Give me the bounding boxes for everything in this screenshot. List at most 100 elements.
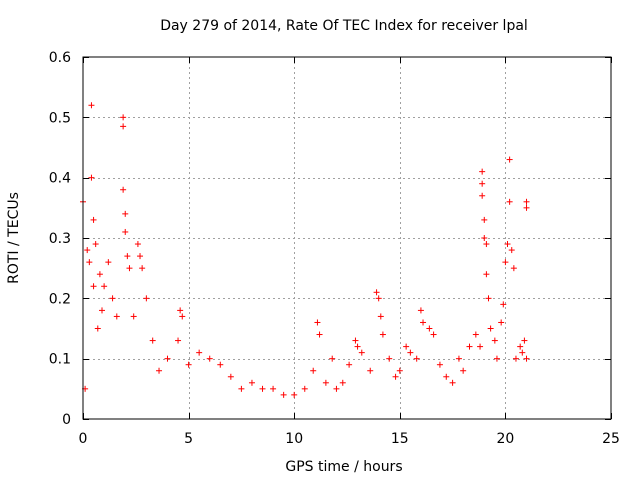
- data-point: [481, 216, 488, 223]
- data-point: [99, 307, 106, 314]
- x-axis-label: GPS time / hours: [285, 459, 402, 475]
- data-point: [248, 379, 255, 386]
- data-point: [339, 379, 346, 386]
- x-tick-label: 0: [79, 431, 88, 447]
- data-point: [455, 355, 462, 362]
- data-point: [156, 367, 163, 374]
- data-point: [137, 253, 144, 260]
- data-point: [491, 337, 498, 344]
- data-point: [472, 331, 479, 338]
- axis-ticks: [83, 57, 612, 420]
- data-point: [430, 331, 437, 338]
- data-point: [149, 337, 156, 344]
- data-point: [316, 331, 323, 338]
- data-point: [443, 373, 450, 380]
- data-point: [466, 343, 473, 350]
- data-point: [477, 343, 484, 350]
- data-point: [139, 265, 146, 272]
- data-point: [333, 385, 340, 392]
- data-point: [96, 271, 103, 278]
- data-point: [126, 265, 133, 272]
- data-point: [460, 367, 467, 374]
- data-point: [506, 156, 513, 163]
- data-point: [90, 216, 97, 223]
- data-points: [80, 102, 530, 398]
- data-point: [120, 123, 127, 130]
- data-point: [227, 373, 234, 380]
- data-point: [86, 259, 93, 266]
- data-point: [420, 319, 427, 326]
- data-point: [352, 337, 359, 344]
- data-point: [436, 361, 443, 368]
- data-point: [88, 102, 95, 109]
- data-point: [143, 295, 150, 302]
- data-point: [375, 295, 382, 302]
- data-point: [413, 355, 420, 362]
- data-point: [270, 385, 277, 392]
- data-point: [185, 361, 192, 368]
- y-axis-label: ROTI / TECUs: [6, 192, 22, 284]
- data-point: [94, 325, 101, 332]
- data-point: [238, 385, 245, 392]
- data-point: [379, 331, 386, 338]
- data-point: [130, 313, 137, 320]
- data-point: [485, 295, 492, 302]
- data-point: [301, 385, 308, 392]
- data-point: [377, 313, 384, 320]
- data-point: [396, 367, 403, 374]
- data-point: [175, 337, 182, 344]
- data-point: [483, 271, 490, 278]
- data-point: [206, 355, 213, 362]
- y-tick-label: 0.6: [49, 50, 71, 66]
- y-tick-labels: 0 0.1 0.2 0.3 0.4 0.5 0.6: [49, 50, 71, 428]
- data-point: [134, 241, 141, 248]
- data-point: [500, 301, 507, 308]
- data-point: [373, 289, 380, 296]
- data-point: [479, 168, 486, 175]
- data-point: [519, 349, 526, 356]
- data-point: [483, 241, 490, 248]
- data-point: [88, 174, 95, 181]
- data-point: [314, 319, 321, 326]
- y-tick-label: 0.5: [49, 110, 71, 126]
- x-tick-label: 20: [496, 431, 514, 447]
- data-point: [498, 319, 505, 326]
- data-point: [481, 235, 488, 241]
- data-point: [479, 192, 486, 199]
- data-point: [523, 355, 530, 362]
- data-point: [217, 361, 224, 368]
- data-point: [367, 367, 374, 374]
- chart-title: Day 279 of 2014, Rate Of TEC Index for r…: [160, 18, 528, 34]
- data-point: [508, 247, 515, 254]
- x-tick-label: 15: [391, 431, 409, 447]
- x-tick-label: 5: [184, 431, 193, 447]
- data-point: [120, 114, 127, 121]
- data-point: [403, 343, 410, 350]
- data-point: [517, 343, 524, 350]
- data-point: [417, 307, 424, 314]
- data-point: [259, 385, 266, 392]
- grid: [83, 57, 611, 419]
- data-point: [354, 343, 361, 350]
- data-point: [280, 391, 287, 398]
- x-tick-labels: 0 5 10 15 20 25: [79, 431, 620, 447]
- data-point: [502, 259, 509, 266]
- data-point: [512, 355, 519, 362]
- y-tick-label: 0.1: [49, 352, 71, 368]
- data-point: [506, 198, 513, 205]
- x-tick-label: 25: [602, 431, 620, 447]
- data-point: [504, 241, 511, 248]
- data-point: [523, 198, 530, 205]
- data-point: [120, 186, 127, 193]
- data-point: [177, 307, 184, 314]
- data-point: [449, 379, 456, 386]
- data-point: [179, 313, 186, 320]
- data-point: [392, 373, 399, 380]
- data-point: [124, 253, 131, 260]
- data-point: [521, 337, 528, 344]
- data-point: [113, 313, 120, 320]
- data-point: [407, 349, 414, 356]
- data-point: [90, 283, 97, 290]
- data-point: [322, 379, 329, 386]
